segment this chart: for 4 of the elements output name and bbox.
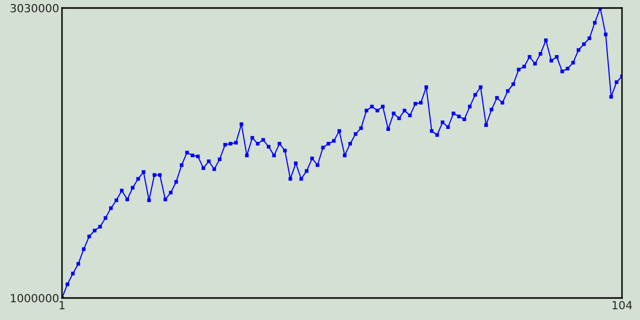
x-tick-label: 1 (60, 301, 65, 310)
y-tick-label: 3030000 (10, 4, 58, 12)
y-tick-label: 1000000 (10, 294, 58, 302)
x-tick-label: 104 (612, 300, 632, 310)
